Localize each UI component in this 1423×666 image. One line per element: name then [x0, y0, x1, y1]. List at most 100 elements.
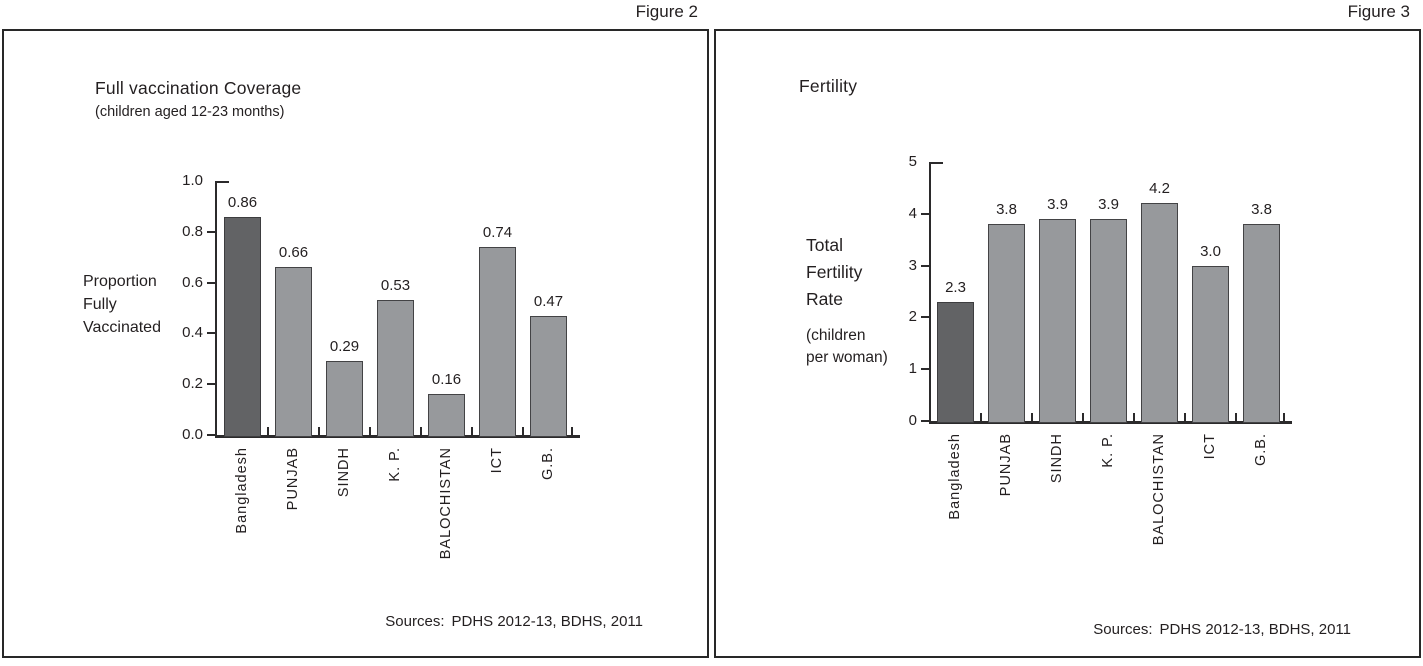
- y-tick: [921, 420, 929, 422]
- y-axis-sublabel-line: (children: [806, 327, 866, 344]
- x-category-label: K. P.: [1100, 433, 1116, 468]
- sources-text: PDHS 2012-13, BDHS, 2011: [1159, 621, 1352, 638]
- figure3-panel: Fertility Total Fertility Rate (children…: [714, 29, 1421, 658]
- y-tick-label: 0.2: [182, 375, 203, 393]
- bar-value-label: 0.86: [227, 194, 258, 211]
- y-axis-label: Total Fertility Rate: [806, 232, 862, 313]
- bar-balochistan: [1141, 203, 1178, 423]
- x-gap-tick: [267, 427, 269, 435]
- vaccination-bar-chart: 1.0 0.8 0.6 0.4 0.2 0.0 0.86 Bangladesh 0.66 PUNJ…: [4, 31, 707, 656]
- y-tick: [207, 281, 215, 284]
- bar-value-label: 0.53: [380, 277, 411, 294]
- y-tick: [921, 264, 929, 267]
- y-axis-label-line: Rate: [806, 289, 843, 309]
- x-end-tick: [1283, 413, 1285, 421]
- bar-value-label: 3.9: [1098, 196, 1119, 213]
- bar-value-label: 0.29: [329, 338, 360, 355]
- fertility-bar-chart: 5 4 3 2 1 0 2.3 Bangladesh 3.8 PUNJAB 3.9 SINDH 3.9 K…: [716, 31, 1419, 656]
- figure3-caption: Figure 3: [1347, 2, 1410, 21]
- chart-title: Full vaccination Coverage: [95, 78, 302, 98]
- chart-subtitle: (children aged 12-23 months): [95, 104, 285, 120]
- bar-value-label: 3.9: [1047, 196, 1068, 213]
- x-category-label: BALOCHISTAN: [1151, 433, 1167, 546]
- y-tick-label: 0.8: [182, 222, 203, 240]
- x-gap-tick: [980, 413, 982, 421]
- y-axis-label-line: Vaccinated: [83, 319, 161, 336]
- x-category-label: PUNJAB: [285, 447, 301, 511]
- x-category-label: ICT: [489, 447, 505, 474]
- y-axis-top-cap: [217, 181, 229, 183]
- figure2-panel: Full vaccination Coverage (children aged…: [2, 29, 709, 658]
- bar-punjab: [275, 267, 312, 437]
- y-tick-label: 4: [908, 204, 917, 222]
- bar-kp: [1090, 219, 1127, 423]
- y-tick: [207, 434, 215, 436]
- sources-text: PDHS 2012-13, BDHS, 2011: [451, 613, 644, 630]
- bar-value-label: 2.3: [945, 279, 966, 296]
- x-gap-tick: [1133, 413, 1135, 421]
- x-gap-tick: [369, 427, 371, 435]
- x-gap-tick: [318, 427, 320, 435]
- x-gap-tick: [1031, 413, 1033, 421]
- x-gap-tick: [1184, 413, 1186, 421]
- chart-title: Fertility: [799, 76, 858, 96]
- y-axis-top-cap: [931, 162, 943, 164]
- y-tick-label: 3: [908, 256, 917, 274]
- y-axis-label-line: Fully: [83, 296, 117, 313]
- y-tick-label: 5: [908, 153, 917, 170]
- bar-gb: [530, 316, 567, 437]
- x-category-label: Bangladesh: [234, 447, 250, 534]
- x-category-label: SINDH: [1049, 433, 1065, 484]
- y-tick: [921, 368, 929, 371]
- y-tick-label: 1: [908, 360, 917, 378]
- x-gap-tick: [471, 427, 473, 435]
- y-tick-label: 0: [908, 412, 917, 429]
- sources-label: Sources:: [1093, 621, 1153, 638]
- sources-label: Sources:: [385, 613, 445, 630]
- y-axis-label-line: Total: [806, 235, 843, 255]
- y-axis-sublabel: (children per woman): [806, 325, 888, 369]
- bar-ict: [1192, 266, 1229, 423]
- y-tick-label: 2: [908, 308, 917, 326]
- y-tick: [207, 332, 215, 335]
- x-gap-tick: [1235, 413, 1237, 421]
- y-tick: [921, 212, 929, 215]
- bar-value-label: 3.8: [1251, 201, 1272, 218]
- x-gap-tick: [420, 427, 422, 435]
- bar-sindh: [326, 361, 363, 437]
- bar-bangladesh: [224, 217, 261, 437]
- bar-balochistan: [428, 394, 465, 437]
- bar-value-label: 3.0: [1200, 243, 1221, 260]
- bar-bangladesh: [937, 302, 974, 423]
- x-category-label: Bangladesh: [947, 433, 963, 520]
- y-tick-label: 0.6: [182, 273, 203, 291]
- y-axis-line: [215, 181, 217, 438]
- bar-ict: [479, 247, 516, 437]
- y-axis-label-line: Fertility: [806, 262, 863, 282]
- bar-punjab: [988, 224, 1025, 423]
- bar-value-label: 0.66: [278, 244, 309, 261]
- bar-value-label: 0.16: [431, 371, 462, 388]
- y-axis-line: [929, 162, 931, 424]
- bar-kp: [377, 300, 414, 437]
- x-category-label: G.B.: [540, 447, 556, 481]
- y-axis-sublabel-line: per woman): [806, 349, 888, 366]
- x-category-label: ICT: [1202, 433, 1218, 460]
- y-axis-label-line: Proportion: [83, 273, 157, 290]
- sources-note: Sources: PDHS 2012-13, BDHS, 2011: [1093, 621, 1351, 638]
- x-category-label: G.B.: [1253, 433, 1269, 467]
- sources-note: Sources: PDHS 2012-13, BDHS, 2011: [385, 613, 643, 630]
- y-tick-label: 0.0: [182, 426, 203, 443]
- y-tick: [921, 316, 929, 319]
- x-category-label: PUNJAB: [998, 433, 1014, 497]
- x-category-label: SINDH: [336, 447, 352, 498]
- bar-value-label: 0.74: [482, 224, 513, 241]
- figure2-caption: Figure 2: [635, 2, 698, 21]
- bar-value-label: 0.47: [533, 293, 564, 310]
- x-category-label: BALOCHISTAN: [438, 447, 454, 560]
- bar-sindh: [1039, 219, 1076, 423]
- x-end-tick: [571, 427, 573, 435]
- x-category-label: K. P.: [387, 447, 403, 482]
- bar-value-label: 4.2: [1149, 180, 1170, 197]
